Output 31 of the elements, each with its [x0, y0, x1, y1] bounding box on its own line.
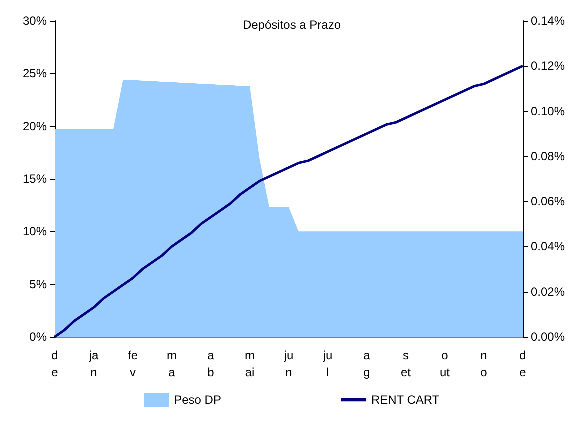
x-tick-label: ju l — [322, 348, 333, 380]
x-tick-label: a g — [364, 348, 371, 380]
x-tick-label: fe v — [128, 348, 138, 380]
y2-tick-label: 0.14% — [531, 14, 566, 28]
y2-tick-label: 0.08% — [531, 149, 566, 164]
y-tick-label: 20% — [22, 119, 48, 134]
x-tick-label: a b — [208, 348, 215, 380]
y2-tick-label: 0.12% — [531, 59, 566, 74]
y2-tick-label: 0.02% — [531, 284, 566, 299]
y-tick-label: 15% — [22, 172, 48, 186]
y-tick-label: 25% — [22, 66, 48, 81]
y2-tick-label: 0.10% — [531, 104, 566, 118]
x-tick-label: ja n — [88, 348, 99, 380]
x-tick-label: n o — [480, 348, 488, 380]
x-tick-label: m ai — [245, 348, 255, 380]
x-tick-label: m a — [167, 348, 177, 380]
y-tick-label: 5% — [30, 277, 48, 292]
x-tick-label: ju n — [283, 348, 294, 380]
y-tick-label: 30% — [22, 14, 48, 28]
legend-label: Peso DP — [174, 393, 222, 407]
x-tick-label: d e — [52, 348, 59, 380]
x-tick-label: o ut — [440, 348, 451, 380]
chart-title: Depósitos a Prazo — [242, 18, 342, 32]
y2-tick-label: 0.04% — [531, 240, 566, 254]
y-tick-label: 0% — [30, 330, 48, 344]
y-tick-label: 10% — [22, 224, 48, 239]
legend-label: RENT CART — [371, 393, 440, 407]
x-tick-label: s et — [400, 348, 412, 380]
y2-tick-label: 0.06% — [531, 194, 566, 209]
y2-tick-label: 0.00% — [531, 330, 566, 344]
x-tick-label: d e — [520, 348, 527, 380]
